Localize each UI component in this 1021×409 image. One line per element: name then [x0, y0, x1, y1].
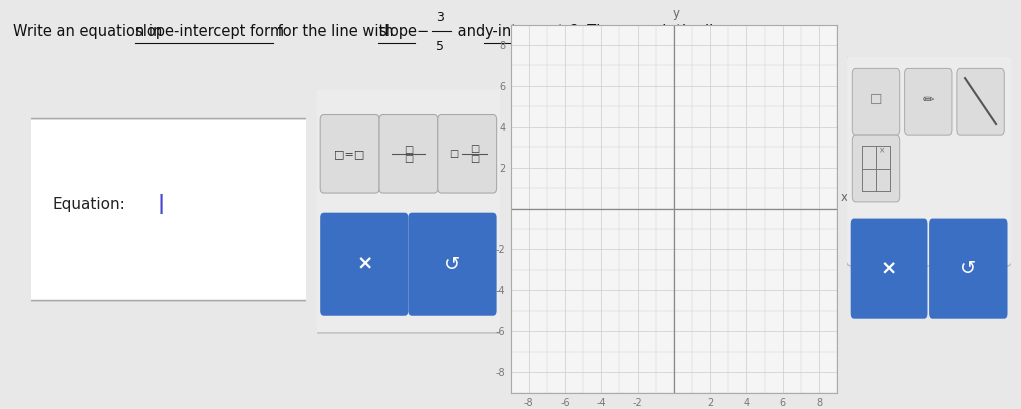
Text: and: and [453, 24, 490, 39]
Text: ↺: ↺ [960, 259, 976, 278]
Text: □: □ [403, 145, 414, 155]
Text: slope-intercept form: slope-intercept form [135, 24, 284, 39]
Text: ✏: ✏ [923, 93, 934, 108]
Text: □: □ [470, 154, 479, 164]
FancyBboxPatch shape [26, 119, 311, 301]
Text: □=□: □=□ [335, 149, 364, 159]
FancyBboxPatch shape [853, 135, 900, 202]
Text: ×: × [879, 146, 886, 155]
Text: Equation:: Equation: [53, 197, 126, 212]
Text: 6. Then graph the line.: 6. Then graph the line. [564, 24, 736, 39]
Text: −: − [417, 24, 429, 39]
FancyBboxPatch shape [438, 115, 496, 193]
FancyBboxPatch shape [845, 54, 1013, 266]
FancyBboxPatch shape [309, 88, 507, 333]
FancyBboxPatch shape [379, 115, 438, 193]
Text: □: □ [403, 154, 414, 164]
FancyBboxPatch shape [853, 68, 900, 135]
Text: y: y [673, 7, 680, 20]
FancyBboxPatch shape [321, 213, 408, 316]
Text: y-intercept: y-intercept [484, 24, 564, 39]
Text: for the line with: for the line with [274, 24, 398, 39]
Text: □: □ [449, 149, 458, 159]
FancyBboxPatch shape [321, 115, 379, 193]
Text: Write an equation in: Write an equation in [13, 24, 167, 39]
Text: |: | [157, 195, 164, 214]
Text: 3: 3 [436, 11, 443, 25]
FancyBboxPatch shape [905, 68, 952, 135]
FancyBboxPatch shape [957, 68, 1005, 135]
Text: ↺: ↺ [444, 255, 460, 274]
Text: x: x [841, 191, 847, 204]
Text: ☐: ☐ [870, 93, 882, 108]
Text: slope: slope [379, 24, 418, 39]
Text: □: □ [470, 144, 479, 154]
Text: 5: 5 [436, 40, 444, 53]
Text: ×: × [356, 255, 373, 274]
FancyBboxPatch shape [850, 218, 927, 319]
FancyBboxPatch shape [408, 213, 496, 316]
FancyBboxPatch shape [929, 218, 1008, 319]
Text: ×: × [881, 259, 897, 278]
